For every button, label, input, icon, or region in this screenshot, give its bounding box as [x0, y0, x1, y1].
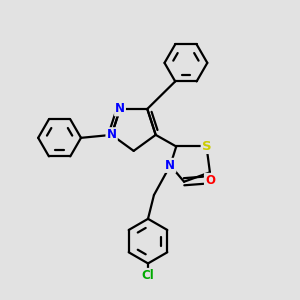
Text: O: O	[205, 174, 215, 187]
Text: N: N	[165, 159, 175, 172]
Text: N: N	[165, 159, 175, 172]
Text: S: S	[202, 140, 211, 153]
Text: N: N	[106, 128, 117, 141]
Text: N: N	[115, 103, 125, 116]
Text: N: N	[106, 128, 117, 141]
Text: Cl: Cl	[142, 269, 154, 282]
